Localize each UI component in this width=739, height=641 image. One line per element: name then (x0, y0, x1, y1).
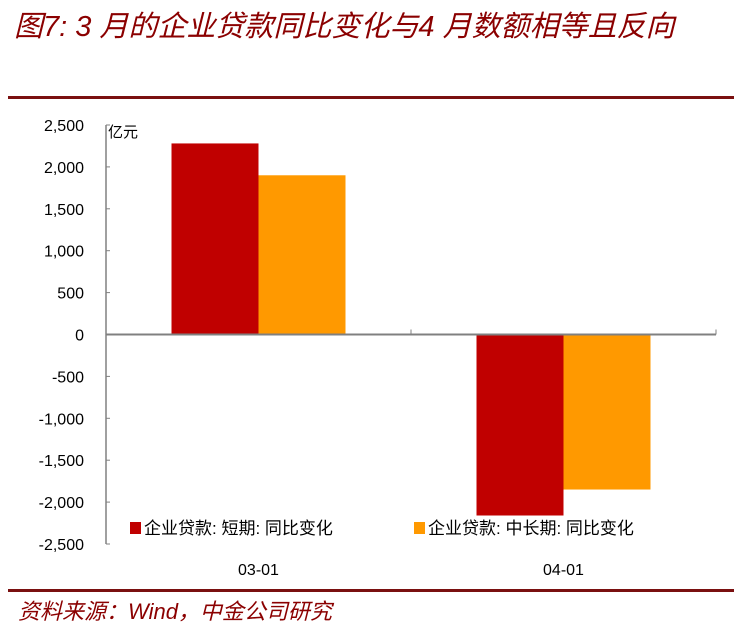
legend-swatch (130, 522, 141, 534)
legend-swatch (414, 522, 425, 534)
y-tick-label: 2,000 (44, 160, 84, 177)
y-tick-label: -2,000 (39, 495, 84, 512)
source-note: 资料来源：Wind，中金公司研究 (18, 599, 332, 624)
bar-04-01-long (563, 334, 651, 490)
y-tick-label: -1,500 (39, 453, 84, 470)
bar-03-01-short (171, 143, 259, 335)
y-tick-label: -500 (52, 369, 84, 386)
y-axis-unit: 亿元 (108, 124, 138, 141)
y-tick-label: 500 (57, 286, 84, 303)
legend-label: 企业贷款: 中长期: 同比变化 (428, 519, 634, 538)
y-tick-label: -1,000 (39, 411, 84, 428)
y-tick-label: 1,000 (44, 244, 84, 261)
figure-title: 图7: 3 月的企业贷款同比变化与4 月数额相等且反向 (14, 11, 675, 43)
bar-03-01-long (258, 175, 346, 335)
y-tick-label: 0 (75, 328, 84, 345)
title-rule (8, 96, 734, 99)
bottom-rule (8, 589, 734, 592)
bar-04-01-short (476, 334, 564, 516)
x-tick-label: 04-01 (543, 562, 584, 579)
legend-label: 企业贷款: 短期: 同比变化 (144, 519, 333, 538)
y-tick-label: 1,500 (44, 202, 84, 219)
y-tick-label: 2,500 (44, 118, 84, 135)
x-tick-label: 03-01 (238, 562, 279, 579)
y-tick-label: -2,500 (39, 537, 84, 554)
